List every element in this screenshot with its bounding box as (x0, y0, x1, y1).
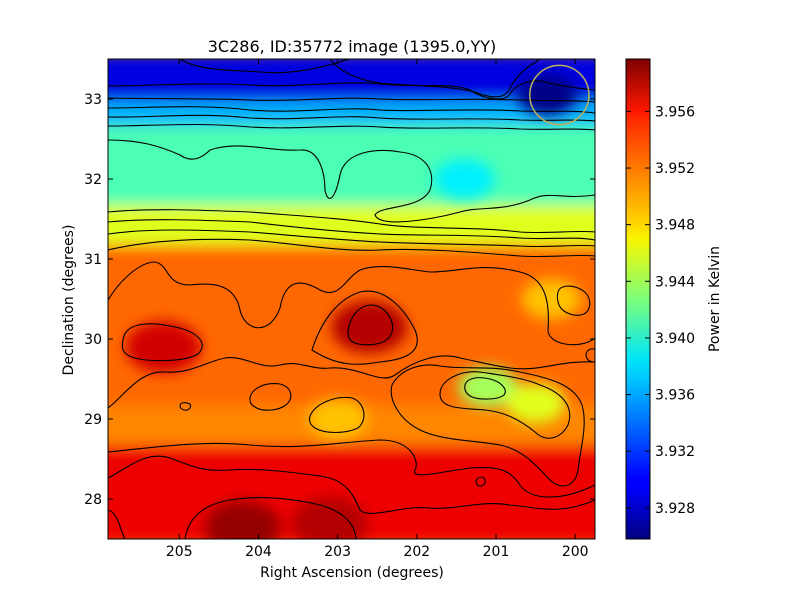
contour-line (108, 219, 595, 241)
contour-line (108, 97, 595, 103)
colorbar: 3.928 3.932 3.936 3.940 3.944 3.948 3.952 3.956… (625, 58, 723, 540)
y-tick-label: 30 (84, 332, 102, 348)
contour-lines (108, 59, 595, 539)
x-tick-label: 200 (562, 544, 589, 560)
contour-line (108, 80, 595, 100)
x-tick-label: 205 (166, 544, 193, 560)
x-tick-label: 203 (324, 544, 351, 560)
colorbar-tick-label: 3.936 (655, 388, 695, 404)
heatmap-surface (108, 59, 595, 539)
contour-line (179, 402, 192, 411)
contour-line (121, 323, 203, 362)
contour-line (439, 371, 571, 439)
y-tick-label: 31 (84, 252, 102, 268)
heat-min (521, 279, 582, 319)
contour-line (556, 285, 591, 316)
contour-line (184, 497, 357, 539)
contour-line (475, 476, 486, 487)
colorbar-tick-label: 3.948 (655, 218, 695, 234)
heat-min (505, 383, 566, 423)
contour-line (179, 59, 351, 74)
contour-line (108, 106, 595, 114)
contour-line (329, 59, 541, 98)
contour-line (108, 238, 595, 258)
contour-line (108, 114, 595, 122)
chart-title: 3C286, ID:35772 image (1395.0,YY) (208, 37, 497, 56)
y-tick-label: 29 (84, 412, 102, 428)
y-axis-ticks: 28 29 30 31 32 33 (84, 92, 595, 508)
beam-circle (529, 64, 590, 126)
colorbar-ticks: 3.928 3.932 3.936 3.940 3.944 3.948 3.952 3.956 (626, 104, 695, 517)
heat-min (307, 399, 368, 439)
plot-frame (107, 58, 596, 540)
heat-zone (108, 125, 595, 217)
contour-line (585, 348, 595, 363)
y-tick-label: 28 (84, 492, 102, 508)
colorbar-tick-label: 3.928 (655, 501, 695, 517)
colorbar-tick-label: 3.932 (655, 444, 695, 460)
y-tick-label: 33 (84, 92, 102, 108)
contour-line (108, 355, 595, 409)
contour-line (108, 261, 595, 346)
colorbar-gradient (625, 58, 651, 540)
colorbar-label: Power in Kelvin (707, 246, 723, 352)
x-axis-ticks: 205 204 203 202 201 200 (166, 59, 589, 560)
y-axis-label: Declination (degrees) (61, 225, 77, 376)
heat-min (517, 75, 578, 115)
x-tick-label: 202 (403, 544, 430, 560)
contour-line (108, 509, 126, 539)
contour-line (108, 439, 595, 498)
heat-max (204, 501, 281, 539)
contour-line (108, 455, 595, 514)
colorbar-tick-label: 3.952 (655, 161, 695, 177)
contour-line (347, 304, 394, 346)
colorbar-tick-label: 3.956 (655, 104, 695, 120)
contour-line (464, 377, 506, 400)
heat-min (434, 159, 495, 199)
contour-line (108, 229, 595, 248)
x-axis-label: Right Ascension (degrees) (260, 565, 444, 581)
contour-line (108, 209, 595, 234)
contour-line (108, 139, 595, 223)
y-tick-label: 32 (84, 172, 102, 188)
x-tick-label: 204 (245, 544, 272, 560)
colorbar-tick-label: 3.940 (655, 331, 695, 347)
contour-line (249, 383, 292, 411)
contour-line (308, 396, 365, 434)
contour-line (390, 364, 585, 487)
x-tick-label: 201 (483, 544, 510, 560)
heat-max (125, 321, 202, 373)
contour-line (108, 123, 595, 131)
heat-max (291, 497, 368, 539)
contour-line (311, 290, 418, 365)
colorbar-tick-label: 3.944 (655, 274, 695, 290)
